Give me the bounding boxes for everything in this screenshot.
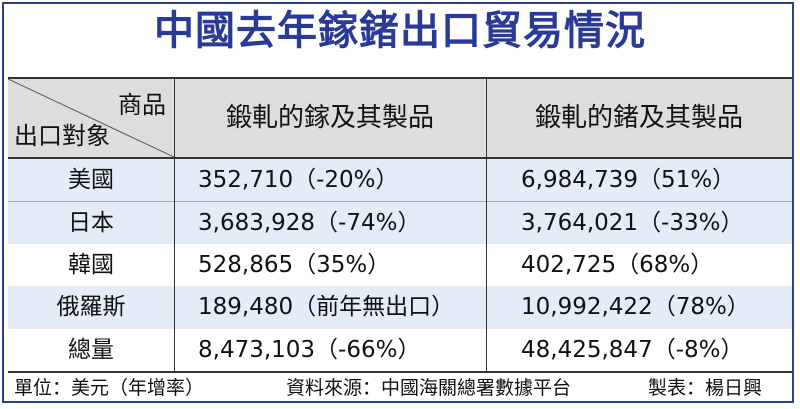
germanium-value: 6,984,739（51%）: [521, 167, 736, 193]
header-gallium: 鍛軋的鎵及其製品: [225, 103, 434, 133]
chart-title: 中國去年鎵鍺出口貿易情況: [154, 8, 646, 54]
gallium-value: 8,473,103（-66%）: [198, 336, 421, 363]
gallium-value: 189,480（前年無出口）: [198, 294, 455, 321]
table-row: 日本 3,683,928（-74%） 3,764,021（-33%）: [8, 201, 792, 244]
germanium-value: 3,764,021（-33%）: [521, 210, 744, 237]
table-row: 俄羅斯 189,480（前年無出口） 10,992,422（78%）: [8, 286, 792, 329]
header-corner: 商品 出口對象: [8, 79, 174, 157]
row-label: 美國: [68, 167, 114, 193]
row-label: 俄羅斯: [56, 294, 126, 321]
header-corner-product: 商品: [118, 91, 166, 119]
germanium-value: 48,425,847（-8%）: [521, 336, 744, 363]
gallium-value: 352,710（-20%）: [198, 167, 399, 193]
column-divider: [486, 79, 487, 371]
header-germanium: 鍛軋的鍺及其製品: [534, 103, 743, 133]
germanium-value: 402,725（68%）: [521, 251, 714, 278]
outer-frame: [2, 2, 794, 403]
germanium-value: 10,992,422（78%）: [521, 294, 750, 321]
row-label: 總量: [68, 336, 114, 363]
data-table: 商品 出口對象 鍛軋的鎵及其製品 鍛軋的鍺及其製品 美國 352,710（-20…: [8, 77, 792, 373]
unit-note: 單位：美元（年增率）: [14, 377, 205, 399]
table-header: 商品 出口對象 鍛軋的鎵及其製品 鍛軋的鍺及其製品: [8, 79, 792, 159]
column-divider: [174, 79, 175, 371]
table-row: 韓國 528,865（35%） 402,725（68%）: [8, 243, 792, 287]
table-row: 美國 352,710（-20%） 6,984,739（51%）: [8, 159, 792, 202]
source-note: 資料來源：中國海關總署數據平台: [286, 377, 572, 399]
gallium-value: 3,683,928（-74%）: [198, 210, 421, 237]
corner-diagonal: [8, 79, 174, 157]
row-label: 韓國: [68, 251, 114, 278]
header-corner-destination: 出口對象: [14, 122, 110, 150]
gallium-value: 528,865（35%）: [198, 251, 391, 278]
row-label: 日本: [68, 210, 114, 237]
table-row: 總量 8,473,103（-66%） 48,425,847（-8%）: [8, 328, 792, 371]
credit-note: 製表：楊日興: [648, 377, 763, 399]
